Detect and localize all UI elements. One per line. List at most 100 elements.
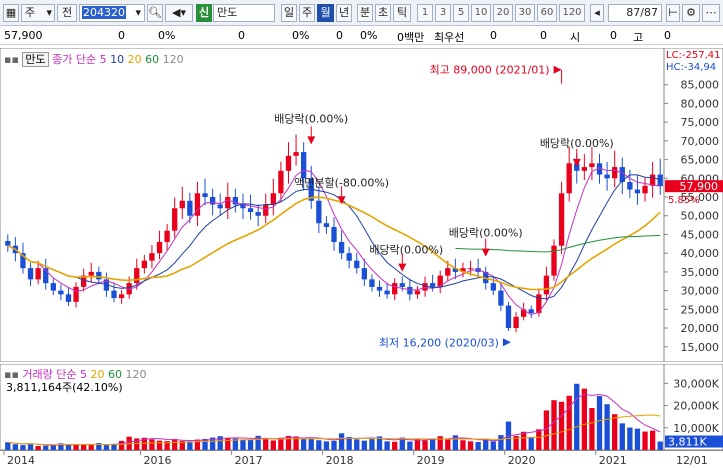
interval-30[interactable]: 30 [515, 4, 535, 22]
period-month[interactable]: 월 [317, 4, 334, 22]
volume-bar [217, 436, 223, 450]
candle-body [467, 268, 474, 270]
volume-bar [50, 445, 56, 450]
period-day[interactable]: 일 [281, 4, 297, 22]
dividend-marker-3-label: 배당락(0.00%) [449, 227, 523, 240]
interval-20[interactable]: 20 [493, 4, 513, 22]
volume-bar [240, 439, 246, 450]
time-tick-label: 2017 [235, 454, 263, 467]
time-tick-label: 2016 [144, 454, 172, 467]
candle-body [118, 294, 125, 299]
period-minute[interactable]: 분 [357, 4, 373, 22]
pane-menu-icon[interactable]: ▪▪ [4, 368, 19, 381]
candle-body [141, 260, 147, 269]
price-chart-svg[interactable]: 85,00080,00075,00070,00065,00060,00055,0… [0, 47, 723, 363]
price-tick-label: 30,000 [681, 285, 720, 298]
candle-body [278, 170, 284, 194]
volume-bar [164, 441, 170, 450]
ma20-line [7, 196, 661, 291]
volume-bar [642, 431, 648, 450]
volume-bar [141, 437, 147, 450]
dividend-marker-2-label: 배당락(0.00%) [369, 244, 443, 257]
grid-menu-icon[interactable]: ▦ [3, 4, 19, 22]
price-chart-pane[interactable]: 85,000 80,000 75,000 70,000 65,000 60,000 55,0… [0, 47, 723, 363]
high-value: 0 [664, 29, 671, 42]
candle-body [73, 286, 79, 302]
code-input-value: 204320 [82, 6, 126, 19]
dividend-marker-4-label: 배당락(0.00%) [540, 137, 614, 150]
volume-bar [172, 439, 178, 450]
candle-body [528, 309, 534, 314]
search-icon[interactable]: 🔍︎ [147, 4, 163, 22]
current-volume-tag-label: 3,811K [668, 436, 707, 449]
pin-icon[interactable]: ⊢ [666, 4, 680, 22]
volume-bar [437, 436, 443, 450]
interval-3[interactable]: 3 [435, 4, 451, 22]
candle-body [505, 305, 512, 329]
pane-menu-icon[interactable]: ▪▪ [4, 53, 19, 66]
price-change-pct: 0% [158, 29, 176, 42]
candle-body [460, 268, 466, 272]
type-button[interactable]: 전 [57, 4, 77, 22]
volume-bar [528, 436, 534, 450]
interval-60[interactable]: 60 [537, 4, 557, 22]
volume-bar [445, 439, 451, 450]
scroll-left-button[interactable]: ◂ [590, 4, 604, 22]
chevron-down-icon: ▾ [46, 6, 52, 19]
period-second[interactable]: 초 [375, 4, 391, 22]
candle-body [498, 290, 504, 306]
period-tick[interactable]: 틱 [393, 4, 411, 22]
time-axis-svg: 2014 2016 2017 2018 2019 2020 2021 12/01 [3, 451, 708, 467]
market-select[interactable]: 주 ▾ [21, 4, 55, 22]
candle-body [323, 223, 330, 227]
ask-value: 0 [540, 29, 547, 42]
interval-1[interactable]: 1 [417, 4, 433, 22]
volume-bar [657, 441, 663, 450]
volume-bar [20, 445, 26, 450]
candle-body [293, 152, 299, 156]
volume-bar [308, 438, 314, 450]
more-icon[interactable]: ⋯ [702, 4, 720, 22]
gear-icon[interactable]: ⚙ [682, 4, 700, 22]
interval-120[interactable]: 120 [559, 4, 585, 22]
ma120-label: 120 [162, 53, 184, 66]
candle-body [149, 253, 155, 261]
volume-bar [490, 441, 496, 450]
price-change: 0 [118, 29, 125, 42]
speaker-icon[interactable]: ◀▾ [165, 4, 193, 22]
candle-body [338, 241, 345, 254]
candle-body [179, 200, 185, 209]
volume-bar [202, 438, 208, 450]
chevron-down-icon: ▾ [135, 6, 141, 19]
volume-bar [452, 435, 459, 450]
code-input[interactable]: 204320 ▾ [79, 4, 145, 22]
volume-tick-label: 10,000K [673, 422, 719, 435]
volume-bar [498, 435, 504, 450]
period-week[interactable]: 주 [299, 4, 315, 22]
volume-bar [627, 427, 633, 450]
vol-ma20-line [7, 414, 661, 446]
stock-tag: 만도 [22, 52, 49, 67]
candle-body [649, 174, 656, 186]
price-tick-label: 25,000 [681, 303, 720, 316]
lc-readout: LC:-257,41 [666, 50, 721, 61]
candle-body [20, 253, 26, 269]
candle-body [445, 268, 451, 276]
volume-bar [574, 383, 580, 450]
volume-bar [43, 445, 49, 450]
volume-bar [73, 444, 79, 450]
ma-label: 종가 단순 [52, 53, 97, 66]
volume-bar [467, 441, 474, 450]
candle-body [172, 208, 178, 231]
period-year[interactable]: 년 [336, 4, 352, 22]
volume-bar [179, 440, 185, 450]
ma5-line [7, 167, 661, 316]
interval-5[interactable]: 5 [453, 4, 469, 22]
interval-10[interactable]: 10 [471, 4, 491, 22]
price-tick-label: 65,000 [681, 154, 720, 167]
volume-bar [134, 438, 140, 450]
candle-body [240, 204, 246, 209]
open-value: 0 [610, 29, 617, 42]
